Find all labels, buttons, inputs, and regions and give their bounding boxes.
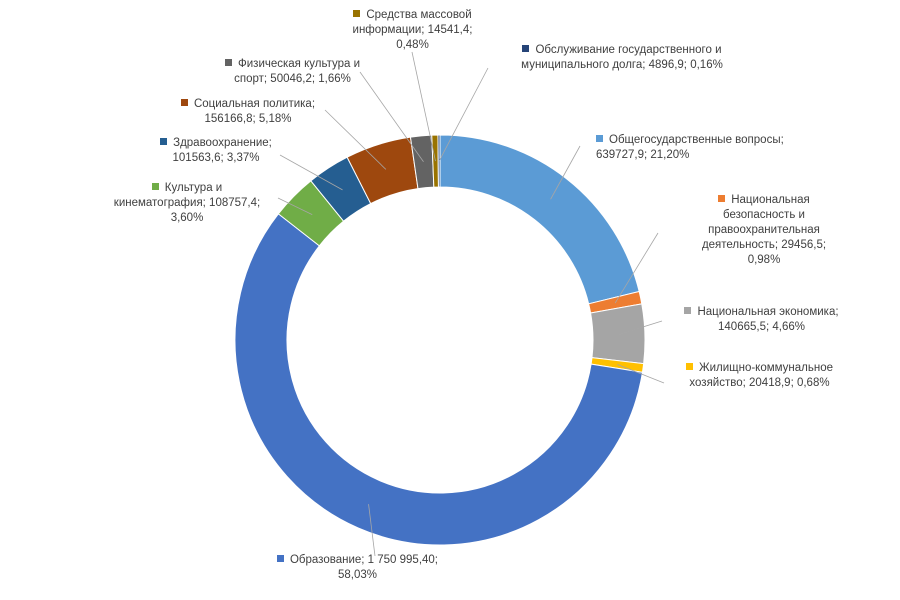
data-label-5: Образование; 1 750 995,40; 58,03% bbox=[265, 553, 450, 583]
data-label-text: 0,98% bbox=[747, 254, 781, 266]
data-label-line: деятельность; 29456,5; bbox=[664, 238, 864, 253]
legend-key-icon bbox=[684, 307, 692, 314]
data-label-line: 0,98% bbox=[664, 253, 864, 268]
data-label-text: Здравоохранение; bbox=[173, 137, 272, 149]
data-label-11: Обслуживание государственного и муниципал… bbox=[492, 43, 752, 73]
data-label-10: Средства массовой информации; 14541,4; 0,4… bbox=[345, 8, 480, 53]
data-label-text: 58,03% bbox=[337, 569, 377, 581]
data-label-1: Общегосударственные вопросы; 639727,9; 21… bbox=[596, 133, 856, 163]
data-label-line: Культура и bbox=[92, 181, 282, 196]
leader-line-8 bbox=[324, 109, 387, 170]
data-label-line: Общегосударственные вопросы; bbox=[596, 133, 856, 148]
data-label-line: Национальная bbox=[664, 193, 864, 208]
data-label-text: 0,48% bbox=[396, 39, 429, 51]
data-label-text: Социальная политика; bbox=[193, 98, 316, 110]
data-label-text: информации; 14541,4; bbox=[352, 24, 473, 36]
data-label-text: 156166,8; 5,18% bbox=[204, 113, 292, 125]
data-label-text: 3,60% bbox=[170, 212, 204, 224]
data-label-line: 58,03% bbox=[265, 568, 450, 583]
data-label-text: деятельность; 29456,5; bbox=[701, 239, 827, 251]
leader-line-10 bbox=[411, 51, 436, 162]
slice-3 bbox=[590, 303, 646, 365]
data-label-line: Средства массовой bbox=[345, 8, 480, 23]
data-label-line: Национальная экономика; bbox=[664, 305, 859, 320]
data-label-text: правоохранительная bbox=[708, 224, 820, 236]
data-label-text: 639727,9; 21,20% bbox=[596, 149, 690, 161]
data-label-text: 101563,6; 3,37% bbox=[172, 152, 260, 164]
data-label-text: безопасность и bbox=[723, 209, 805, 221]
data-label-line: муниципального долга; 4896,9; 0,16% bbox=[492, 58, 752, 73]
donut-slices bbox=[234, 134, 646, 546]
leader-line-4 bbox=[617, 364, 665, 384]
data-label-text: Физическая культура и bbox=[238, 58, 360, 70]
leader-line-7 bbox=[279, 154, 343, 191]
data-label-text: Средства массовой bbox=[366, 9, 472, 21]
data-label-line: 101563,6; 3,37% bbox=[146, 151, 286, 166]
legend-key-icon bbox=[276, 555, 284, 562]
data-label-line: правоохранительная bbox=[664, 223, 864, 238]
leader-line-2 bbox=[614, 232, 659, 304]
data-label-line: 639727,9; 21,20% bbox=[596, 148, 856, 163]
data-label-line: Физическая культура и bbox=[210, 57, 375, 72]
data-label-line: хозяйство; 20418,9; 0,68% bbox=[672, 376, 847, 391]
leader-line-6 bbox=[277, 197, 313, 215]
leader-line-11 bbox=[438, 67, 489, 162]
data-label-text: хозяйство; 20418,9; 0,68% bbox=[689, 377, 830, 389]
legend-key-icon bbox=[718, 195, 726, 202]
slice-11 bbox=[437, 134, 441, 188]
data-label-text: кинематография; 108757,4; bbox=[113, 197, 261, 209]
data-label-text: Общегосударственные вопросы; bbox=[609, 134, 784, 146]
legend-key-icon bbox=[353, 10, 361, 17]
data-label-text: спорт; 50046,2; 1,66% bbox=[234, 73, 351, 85]
leader-line-1 bbox=[550, 145, 581, 200]
data-label-text: Обслуживание государственного и bbox=[535, 44, 722, 56]
data-label-text: Образование; 1 750 995,40; bbox=[289, 554, 438, 566]
legend-key-icon bbox=[160, 138, 168, 145]
data-label-line: информации; 14541,4; bbox=[345, 23, 480, 38]
data-label-4: Жилищно-коммунальное хозяйство; 20418,9; … bbox=[672, 361, 847, 391]
legend-key-icon bbox=[522, 45, 530, 52]
data-label-line: 156166,8; 5,18% bbox=[168, 112, 328, 127]
data-label-line: Образование; 1 750 995,40; bbox=[265, 553, 450, 568]
data-label-line: Жилищно-коммунальное bbox=[672, 361, 847, 376]
data-label-text: муниципального долга; 4896,9; 0,16% bbox=[521, 59, 723, 71]
data-label-line: Здравоохранение; bbox=[146, 136, 286, 151]
data-label-line: безопасность и bbox=[664, 208, 864, 223]
data-label-line: спорт; 50046,2; 1,66% bbox=[210, 72, 375, 87]
data-label-line: Обслуживание государственного и bbox=[492, 43, 752, 58]
data-label-text: Жилищно-коммунальное bbox=[698, 362, 834, 374]
data-label-line: 140665,5; 4,66% bbox=[664, 320, 859, 335]
leader-line-5 bbox=[368, 504, 376, 557]
legend-key-icon bbox=[225, 59, 232, 66]
data-label-8: Социальная политика; 156166,8; 5,18% bbox=[168, 97, 328, 127]
data-label-line: Социальная политика; bbox=[168, 97, 328, 112]
data-label-text: Национальная экономика; bbox=[697, 306, 839, 318]
data-label-6: Культура и кинематография; 108757,4; 3,60% bbox=[92, 181, 282, 226]
slice-5 bbox=[234, 213, 644, 546]
legend-key-icon bbox=[180, 99, 188, 106]
legend-key-icon bbox=[151, 183, 159, 190]
data-label-text: Национальная bbox=[731, 194, 810, 206]
leader-line-3 bbox=[618, 320, 663, 335]
data-label-line: кинематография; 108757,4; bbox=[92, 196, 282, 211]
data-label-3: Национальная экономика; 140665,5; 4,66% bbox=[664, 305, 859, 335]
data-label-text: 140665,5; 4,66% bbox=[718, 321, 805, 333]
leader-lines bbox=[277, 51, 665, 557]
data-label-line: 3,60% bbox=[92, 211, 282, 226]
leader-line-9 bbox=[359, 71, 424, 162]
legend-key-icon bbox=[596, 135, 603, 142]
data-label-line: 0,48% bbox=[345, 38, 480, 53]
data-label-text: Культура и bbox=[164, 182, 223, 194]
legend-key-icon bbox=[685, 363, 693, 370]
data-label-9: Физическая культура и спорт; 50046,2; 1,6… bbox=[210, 57, 375, 87]
data-label-2: Национальная безопасность и правоохранител… bbox=[664, 193, 864, 268]
data-label-7: Здравоохранение; 101563,6; 3,37% bbox=[146, 136, 286, 166]
